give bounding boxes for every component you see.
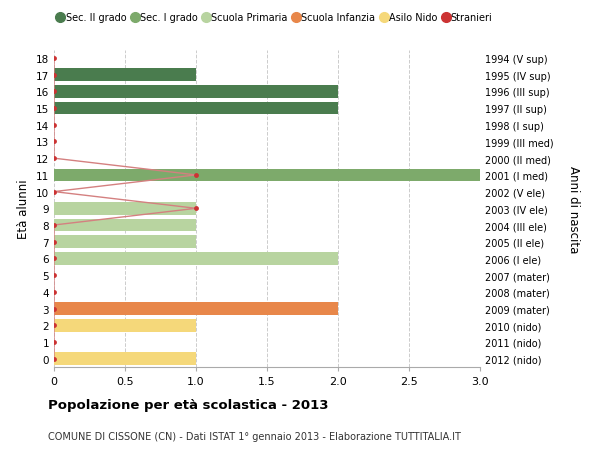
Bar	[54, 169, 480, 182]
Legend: Sec. II grado, Sec. I grado, Scuola Primaria, Scuola Infanzia, Asilo Nido, Stran: Sec. II grado, Sec. I grado, Scuola Prim…	[54, 9, 496, 27]
Bar	[54, 302, 338, 315]
Bar	[54, 319, 196, 332]
Bar	[54, 102, 338, 115]
Bar	[54, 69, 196, 82]
Text: Popolazione per età scolastica - 2013: Popolazione per età scolastica - 2013	[48, 398, 329, 411]
Bar	[54, 353, 196, 365]
Y-axis label: Età alunni: Età alunni	[17, 179, 31, 239]
Bar	[54, 86, 338, 98]
Bar	[54, 252, 338, 265]
Bar	[54, 219, 196, 232]
Y-axis label: Anni di nascita: Anni di nascita	[568, 165, 580, 252]
Bar	[54, 202, 196, 215]
Text: COMUNE DI CISSONE (CN) - Dati ISTAT 1° gennaio 2013 - Elaborazione TUTTITALIA.IT: COMUNE DI CISSONE (CN) - Dati ISTAT 1° g…	[48, 431, 461, 441]
Bar	[54, 236, 196, 248]
